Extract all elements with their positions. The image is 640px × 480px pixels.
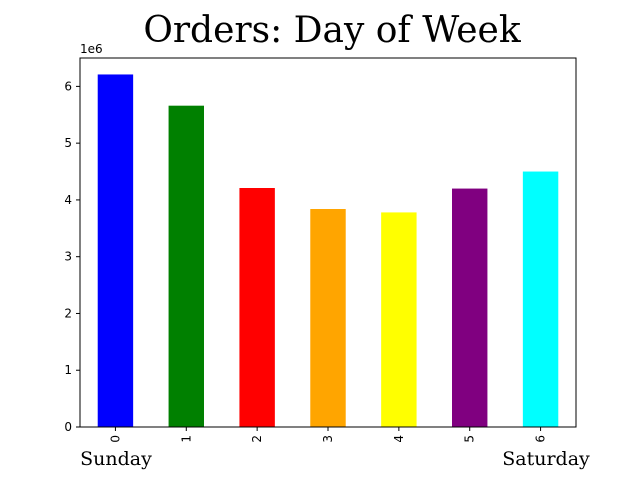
- y-tick-label-6: 6: [64, 79, 72, 93]
- y-tick-label-0: 0: [64, 420, 72, 434]
- bar-2: [239, 188, 275, 427]
- y-tick-label-3: 3: [64, 250, 72, 264]
- last-day-annotation: Saturday: [502, 448, 590, 470]
- bars-group: [97, 74, 559, 427]
- bar-3: [310, 209, 346, 427]
- x-tick-label-0: 0: [108, 435, 122, 443]
- y-tick-label-4: 4: [64, 193, 72, 207]
- bar-0: [97, 74, 134, 427]
- x-tick-label-6: 6: [534, 435, 548, 443]
- bar-6: [522, 171, 559, 427]
- y-tick-label-2: 2: [64, 306, 72, 320]
- plot-frame: [79, 57, 577, 428]
- x-tick-label-5: 5: [463, 435, 477, 443]
- x-tick-label-4: 4: [392, 435, 406, 443]
- y-tick-label-1: 1: [64, 363, 72, 377]
- y-axis: 0 1 2 3 4 5 6: [64, 79, 80, 434]
- x-tick-label-2: 2: [250, 435, 264, 443]
- bar-4: [381, 212, 417, 427]
- bar-5: [452, 188, 488, 427]
- bar-1: [168, 105, 204, 427]
- y-axis-scale-label: 1e6: [80, 42, 103, 56]
- x-tick-label-3: 3: [321, 435, 335, 443]
- x-axis: 0 1 2 3 4 5 6: [108, 427, 548, 443]
- x-tick-label-1: 1: [179, 435, 193, 443]
- y-tick-label-5: 5: [64, 136, 72, 150]
- first-day-annotation: Sunday: [80, 448, 152, 470]
- chart-title: Orders: Day of Week: [143, 10, 522, 51]
